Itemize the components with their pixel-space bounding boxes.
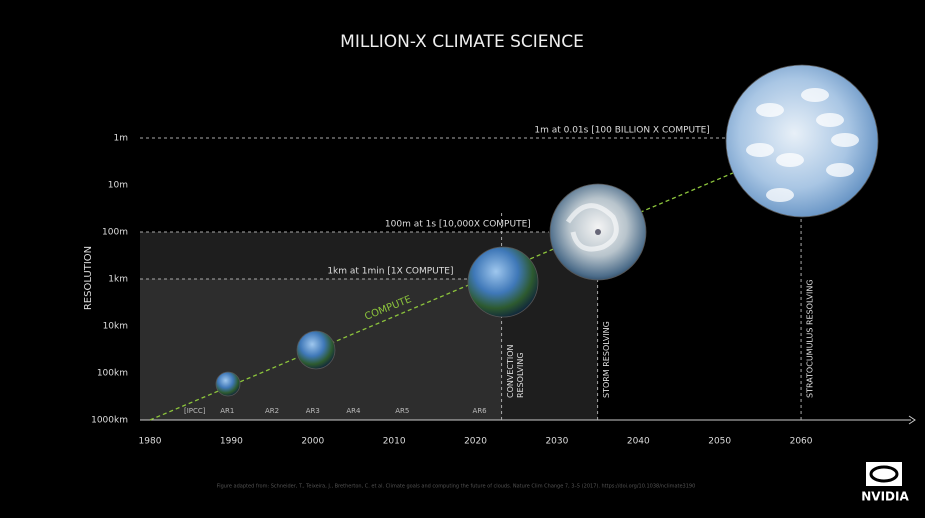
x-tick-label: 2030: [545, 437, 568, 447]
y-axis-label: RESOLUTION: [83, 246, 94, 310]
cloud-puff: [826, 163, 854, 177]
globe: [296, 330, 336, 370]
globe: [467, 246, 539, 318]
report-label: AR3: [306, 407, 320, 415]
y-tick-label: 10m: [108, 181, 128, 191]
title: MILLION-X CLIMATE SCIENCE: [340, 32, 584, 52]
cloud-puff: [801, 88, 829, 102]
report-label: AR6: [473, 407, 488, 415]
x-tick-label: 2000: [301, 437, 324, 447]
x-tick-label: 2010: [383, 437, 406, 447]
milestone-label: STRATOCUMULUS RESOLVING: [806, 279, 815, 398]
plot: 1000km 100km 10km 1km 100m 10m 1m 1980 1990 2000 2…: [91, 64, 916, 447]
report-label: AR1: [220, 407, 234, 415]
y-tick-label: 10km: [103, 322, 128, 332]
x-axis-arrow: [908, 415, 916, 425]
cloud-puff: [746, 143, 774, 157]
report-label: AR4: [346, 407, 361, 415]
y-tick-label: 1km: [108, 275, 128, 285]
x-tick-label: 2060: [790, 437, 813, 447]
x-tick-label: 2020: [464, 437, 487, 447]
report-label: [IPCC]: [184, 407, 206, 415]
y-tick-label: 100km: [97, 369, 128, 379]
globe: [215, 371, 241, 397]
cloud-puff: [756, 103, 784, 117]
logo: NVIDIA: [861, 490, 909, 504]
milestone-label: CONVECTION: [506, 344, 515, 398]
x-tick-label: 1980: [139, 437, 162, 447]
x-tick-label: 2040: [627, 437, 650, 447]
milestone-label: STORM RESOLVING: [602, 321, 611, 398]
storm-swirl: [565, 203, 619, 252]
reference-label: 100m at 1s [10,000X COMPUTE]: [385, 220, 531, 230]
cloud-puff: [776, 153, 804, 167]
x-tick-label: 1990: [220, 437, 243, 447]
storm-eye: [595, 229, 601, 235]
milestone-label: RESOLVING: [516, 352, 525, 398]
globe: [725, 64, 879, 218]
logo-eye: [869, 465, 899, 483]
logo-group: NVIDIA: [861, 462, 909, 504]
cloud-puff: [816, 113, 844, 127]
y-tick-label: 1m: [114, 134, 129, 144]
reference-label: 1km at 1min [1X COMPUTE]: [327, 267, 453, 277]
y-tick-label: 1000km: [91, 416, 128, 426]
cloud-puff: [831, 133, 859, 147]
reference-label: 1m at 0.01s [100 BILLION X COMPUTE]: [534, 126, 709, 136]
x-tick-label: 2050: [708, 437, 731, 447]
report-label: AR5: [395, 407, 409, 415]
report-label: AR2: [265, 407, 279, 415]
y-tick-label: 100m: [102, 228, 128, 238]
footnote: Figure adapted from: Schneider, T., Teix…: [217, 484, 696, 490]
cloud-puff: [766, 188, 794, 202]
